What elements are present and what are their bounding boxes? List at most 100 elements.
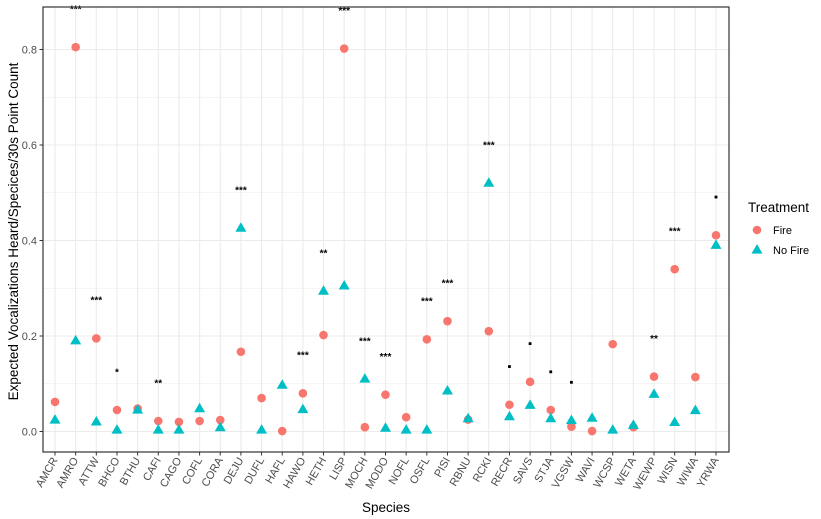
point-no-fire <box>111 424 123 434</box>
significance-label: *** <box>338 6 350 17</box>
point-fire <box>257 393 266 403</box>
significance-label: * <box>115 367 119 378</box>
legend-title: Treatment <box>748 200 809 215</box>
point-no-fire <box>256 424 268 434</box>
point-no-fire <box>524 399 536 409</box>
point-no-fire <box>359 373 371 383</box>
point-no-fire <box>710 239 722 249</box>
point-no-fire <box>70 334 82 345</box>
point-no-fire <box>462 412 474 423</box>
significance-label: *** <box>90 296 102 307</box>
point-fire <box>422 335 432 344</box>
significance-annotations: **************************************** <box>70 4 718 389</box>
point-no-fire <box>318 285 330 295</box>
point-no-fire <box>545 412 557 423</box>
point-no-fire <box>648 388 660 398</box>
point-fire <box>215 415 225 425</box>
point-no-fire <box>132 404 144 414</box>
point-fire <box>381 390 390 400</box>
point-no-fire <box>483 177 495 187</box>
significance-label: *** <box>359 336 371 347</box>
point-no-fire <box>565 414 577 425</box>
significance-dot <box>549 370 553 374</box>
point-no-fire <box>90 416 102 426</box>
point-fire <box>649 372 659 381</box>
point-fire <box>670 264 679 274</box>
legend-key-fire <box>752 225 762 235</box>
point-fire <box>195 416 204 426</box>
point-fire <box>711 230 721 240</box>
point-fire <box>277 426 287 436</box>
legend-label-fire: Fire <box>773 225 792 237</box>
significance-label: *** <box>235 185 247 196</box>
significance-label: ** <box>650 334 658 345</box>
significance-label: *** <box>442 278 454 289</box>
point-no-fire <box>276 379 288 389</box>
significance-dot <box>508 365 511 368</box>
point-fire <box>298 389 308 398</box>
y-tick-label: 0.0 <box>22 427 37 439</box>
significance-label: *** <box>70 4 82 15</box>
significance-dot <box>528 342 532 346</box>
point-fire <box>443 316 452 326</box>
point-fire <box>112 405 122 415</box>
point-no-fire <box>421 424 433 434</box>
point-no-fire <box>689 404 701 415</box>
point-fire <box>339 44 349 53</box>
data-points <box>49 42 722 436</box>
point-no-fire <box>297 403 309 414</box>
point-no-fire <box>380 422 391 432</box>
point-fire <box>50 397 60 407</box>
point-no-fire <box>214 421 226 432</box>
y-tick-label: 0.4 <box>22 236 37 248</box>
legend-key-no-fire <box>751 244 763 254</box>
significance-label: *** <box>421 297 433 308</box>
point-fire <box>505 400 514 410</box>
y-tick-label: 0.6 <box>22 140 37 152</box>
y-axis-title: Expected Vocalizations Heard/Specices/30… <box>6 62 21 400</box>
significance-dot <box>570 380 573 384</box>
point-no-fire <box>152 424 164 434</box>
point-no-fire <box>503 410 515 421</box>
point-no-fire <box>194 402 206 413</box>
point-no-fire <box>607 424 619 434</box>
point-no-fire <box>338 279 350 290</box>
point-fire <box>587 426 597 436</box>
legend-label-no-fire: No Fire <box>773 245 809 257</box>
point-fire <box>567 422 576 432</box>
legend: Treatment Fire No Fire <box>748 200 809 257</box>
significance-label: *** <box>483 141 495 152</box>
point-fire <box>484 326 494 336</box>
point-fire <box>174 417 184 427</box>
point-fire <box>691 372 700 382</box>
point-fire <box>360 422 370 432</box>
significance-dot <box>714 195 718 199</box>
significance-label: *** <box>297 351 309 362</box>
point-no-fire <box>173 424 185 434</box>
significance-label: ** <box>154 378 162 389</box>
y-tick-label: 0.2 <box>22 331 37 343</box>
point-fire <box>153 416 163 426</box>
point-no-fire <box>49 414 61 424</box>
point-fire <box>71 42 80 52</box>
significance-label: ** <box>320 248 328 259</box>
point-fire <box>546 405 556 415</box>
point-no-fire <box>669 416 681 427</box>
point-no-fire <box>235 222 247 232</box>
point-no-fire <box>400 424 412 434</box>
point-fire <box>525 377 535 387</box>
x-axis-title: Species <box>362 500 410 515</box>
point-no-fire <box>627 419 639 429</box>
significance-label: *** <box>380 352 392 363</box>
point-fire <box>319 330 328 340</box>
point-no-fire <box>441 385 453 395</box>
point-no-fire <box>586 412 598 422</box>
y-tick-label: 0.8 <box>22 45 37 57</box>
point-fire <box>608 339 618 349</box>
significance-label: *** <box>669 226 681 237</box>
point-fire <box>401 412 411 422</box>
point-fire <box>236 347 246 357</box>
y-axis: 0.0 0.2 0.4 0.6 0.8 <box>22 45 43 439</box>
point-fire <box>92 334 101 343</box>
